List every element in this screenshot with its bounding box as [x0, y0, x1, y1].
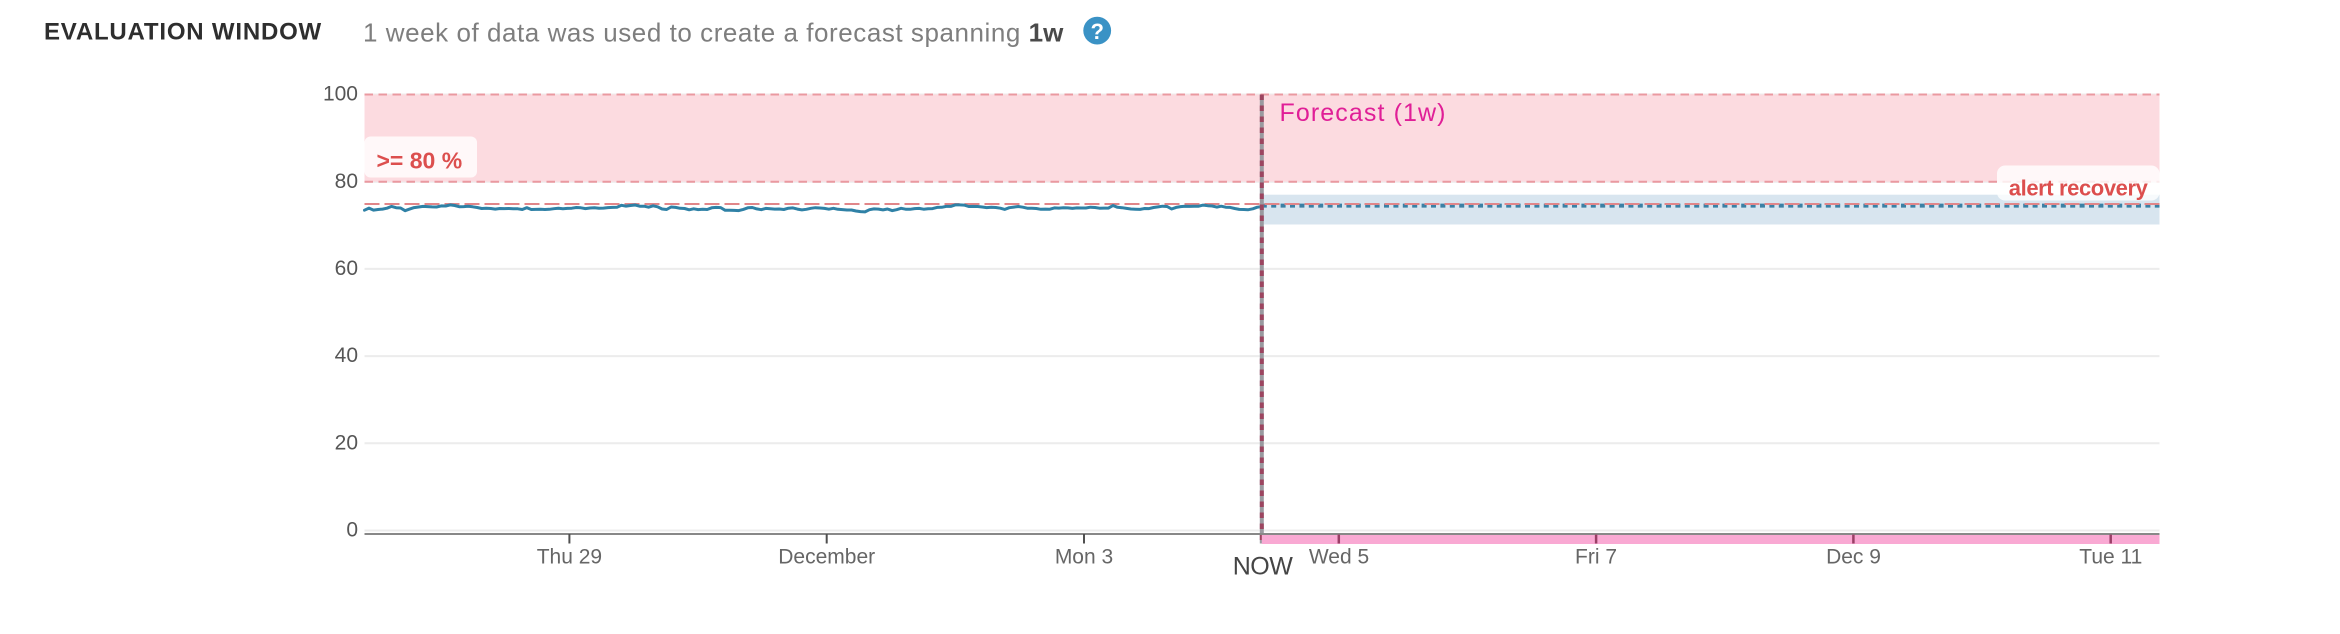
- svg-text:60: 60: [335, 257, 358, 280]
- svg-text:Wed 5: Wed 5: [1309, 546, 1369, 569]
- svg-text:80: 80: [335, 170, 358, 193]
- svg-text:20: 20: [335, 431, 358, 454]
- svg-text:Thu 29: Thu 29: [537, 546, 602, 569]
- svg-text:?: ?: [1090, 19, 1103, 44]
- svg-text:December: December: [778, 546, 875, 569]
- svg-text:EVALUATION WINDOW: EVALUATION WINDOW: [44, 19, 322, 46]
- svg-text:1 week of data was used to cre: 1 week of data was used to create a fore…: [363, 18, 1064, 48]
- svg-text:Tue 11: Tue 11: [2079, 546, 2142, 569]
- svg-text:Mon 3: Mon 3: [1055, 546, 1113, 569]
- svg-text:NOW: NOW: [1233, 552, 1294, 580]
- svg-text:Dec 9: Dec 9: [1826, 546, 1881, 569]
- svg-text:Fri 7: Fri 7: [1575, 546, 1617, 569]
- svg-text:40: 40: [335, 344, 358, 367]
- svg-text:alert recovery: alert recovery: [2009, 176, 2149, 201]
- svg-text:Forecast (1w): Forecast (1w): [1280, 99, 1447, 127]
- svg-text:0: 0: [346, 519, 358, 542]
- svg-text:100: 100: [323, 83, 358, 106]
- svg-text:>= 80 %: >= 80 %: [377, 148, 463, 174]
